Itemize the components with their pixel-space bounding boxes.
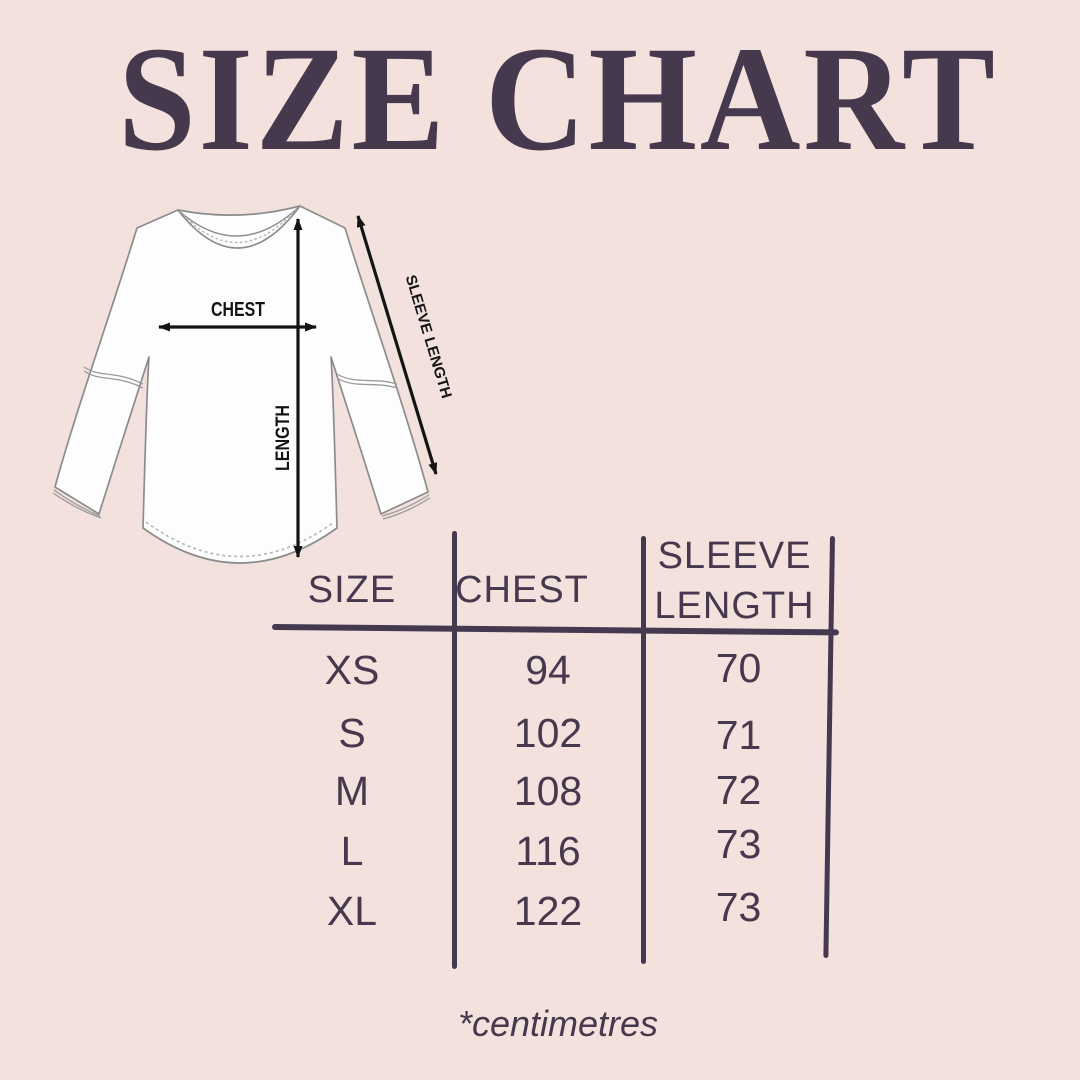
chest-cell-m: 108 xyxy=(513,768,583,814)
cuff-edges xyxy=(52,489,431,520)
size-cell-s: S xyxy=(338,710,366,756)
chest-cell-xs: 94 xyxy=(525,647,571,693)
tshirt-diagram: CHEST LENGTH SLEEVE LENGTH xyxy=(52,205,455,564)
collar xyxy=(177,205,301,249)
units-footnote: *centimetres xyxy=(457,1003,659,1044)
column-header-sleeve-length: SLEEVE LENGTH xyxy=(642,531,827,631)
length-arrow-label: LENGTH xyxy=(273,405,294,471)
sleeve-length-arrow-label: SLEEVE LENGTH xyxy=(402,273,455,400)
hem-stitching xyxy=(145,521,335,558)
sleeve-cell-xs: 70 xyxy=(715,645,762,691)
sleeve-cell-xl: 73 xyxy=(715,884,762,930)
chest-cell-xl: 122 xyxy=(513,888,583,934)
size-cell-m: M xyxy=(334,768,370,814)
table-divider-vertical-1 xyxy=(452,531,457,969)
sleeve-cell-s: 71 xyxy=(715,712,762,758)
size-cell-xs: XS xyxy=(324,647,380,693)
size-cell-l: L xyxy=(340,828,364,874)
chest-arrow-label: CHEST xyxy=(211,299,265,321)
column-header-sleeve-line1: SLEEVE xyxy=(657,535,812,577)
sleeve-cell-l: 73 xyxy=(715,821,762,867)
sleeve-length-arrow xyxy=(356,215,438,475)
sleeve-cell-m: 72 xyxy=(715,767,762,813)
chest-cell-s: 102 xyxy=(513,710,583,756)
chest-cell-l: 116 xyxy=(515,828,581,874)
column-header-size: SIZE xyxy=(307,569,397,611)
size-cell-xl: XL xyxy=(326,888,378,934)
column-header-chest: CHEST xyxy=(455,569,589,611)
page-title: SIZE CHART xyxy=(118,16,998,182)
column-header-sleeve-line2: LENGTH xyxy=(654,585,815,627)
table-divider-vertical-2 xyxy=(641,536,646,964)
